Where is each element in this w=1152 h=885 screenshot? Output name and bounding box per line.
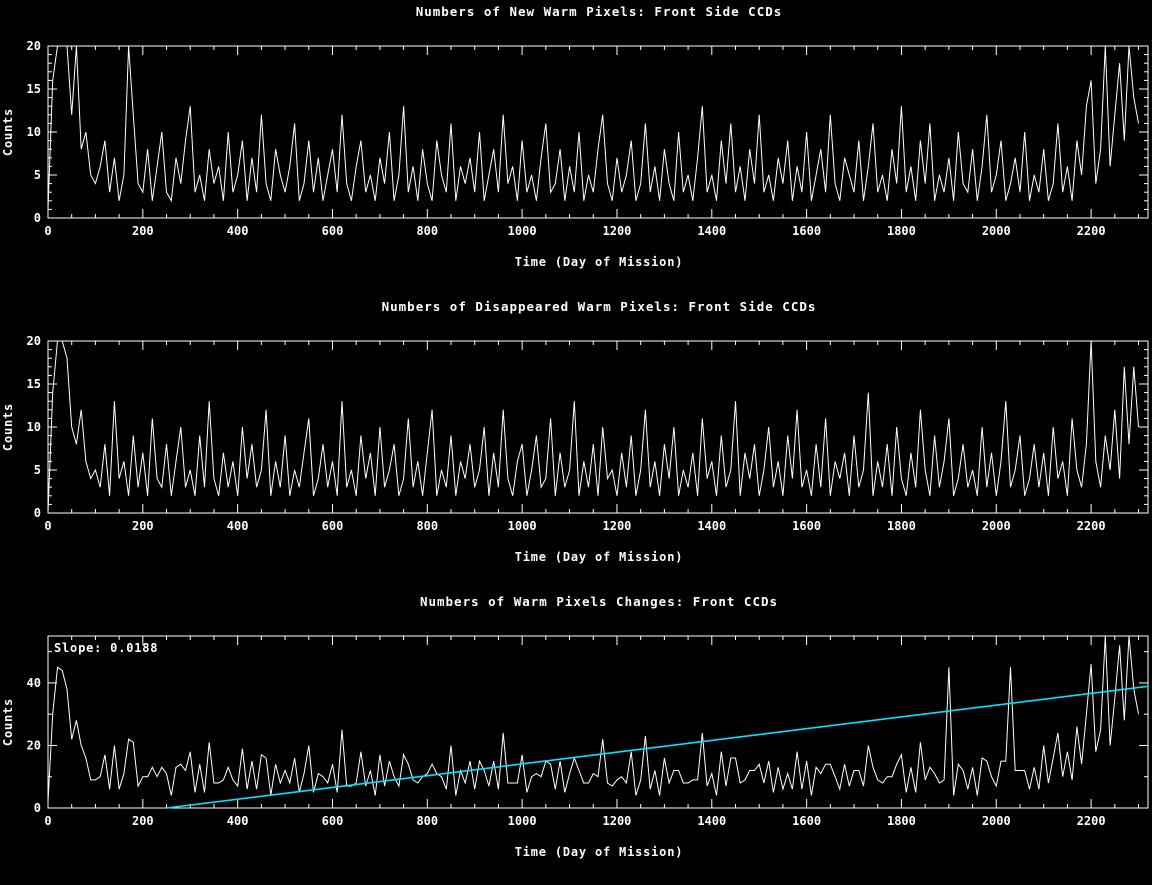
y-tick-label: 15 — [27, 82, 41, 96]
fit-line — [166, 685, 1149, 809]
y-tick-label: 10 — [27, 125, 41, 139]
y-tick-label: 20 — [27, 334, 41, 348]
data-series — [47, 635, 1139, 802]
x-tick-label: 200 — [132, 519, 154, 533]
axis-box — [47, 635, 1149, 809]
x-tick-label: 1600 — [792, 519, 821, 533]
chart-panel-new-warm-pixels: Numbers of New Warm Pixels: Front Side C… — [1, 4, 1149, 269]
x-tick-label: 400 — [227, 814, 249, 828]
y-tick-label: 20 — [27, 39, 41, 53]
y-tick-label: 15 — [27, 377, 41, 391]
x-tick-label: 0 — [44, 519, 51, 533]
x-tick-label: 600 — [322, 519, 344, 533]
x-tick-label: 200 — [132, 814, 154, 828]
x-tick-label: 2200 — [1077, 814, 1106, 828]
y-axis-label: Counts — [1, 108, 15, 156]
x-tick-label: 1000 — [508, 814, 537, 828]
chart-title: Numbers of New Warm Pixels: Front Side C… — [416, 4, 783, 19]
x-tick-label: 1600 — [792, 814, 821, 828]
y-axis-label: Counts — [1, 403, 15, 451]
y-tick-label: 0 — [34, 801, 41, 815]
y-axis-ticks: 0 5 10 15 20 — [27, 39, 1148, 225]
x-axis-ticks: 0 200 400 600 800 1000 1200 1400 1600 1800 2000 220… — [44, 46, 1140, 238]
plot-area: 0 200 400 600 800 1000 1200 1400 1600 1800 2000 220… — [27, 635, 1149, 828]
y-tick-label: 0 — [34, 211, 41, 225]
y-axis-ticks: 0 20 40 — [27, 651, 1148, 815]
x-tick-label: 2000 — [982, 224, 1011, 238]
x-tick-label: 1800 — [887, 814, 916, 828]
x-tick-label: 600 — [322, 224, 344, 238]
x-tick-label: 0 — [44, 224, 51, 238]
x-tick-label: 1200 — [603, 224, 632, 238]
x-tick-label: 600 — [322, 814, 344, 828]
y-tick-label: 20 — [27, 738, 41, 752]
x-tick-label: 2200 — [1077, 224, 1106, 238]
chart-title: Numbers of Warm Pixels Changes: Front CC… — [420, 594, 778, 609]
y-tick-label: 10 — [27, 420, 41, 434]
data-series — [47, 340, 1139, 514]
x-tick-label: 400 — [227, 224, 249, 238]
plot-area: 0 200 400 600 800 1000 1200 1400 1600 1800 2000 220… — [27, 39, 1149, 238]
x-tick-label: 800 — [416, 519, 438, 533]
x-tick-label: 1000 — [508, 519, 537, 533]
x-tick-label: 800 — [416, 814, 438, 828]
x-tick-label: 1000 — [508, 224, 537, 238]
x-axis-ticks: 0 200 400 600 800 1000 1200 1400 1600 1800 2000 220… — [44, 341, 1140, 533]
x-tick-label: 200 — [132, 224, 154, 238]
y-axis-ticks: 0 5 10 15 20 — [27, 334, 1148, 520]
x-tick-label: 1200 — [603, 519, 632, 533]
x-tick-label: 1800 — [887, 224, 916, 238]
y-tick-label: 5 — [34, 463, 41, 477]
plot-area: 0 200 400 600 800 1000 1200 1400 1600 1800 2000 220… — [27, 334, 1149, 533]
x-axis-label: Time (Day of Mission) — [515, 255, 684, 269]
x-tick-label: 2000 — [982, 519, 1011, 533]
slope-annotation: Slope: 0.0188 — [54, 641, 158, 655]
chart-panel-warm-pixel-changes: Numbers of Warm Pixels Changes: Front CC… — [1, 594, 1149, 859]
chart-panel-disappeared-warm-pixels: Numbers of Disappeared Warm Pixels: Fron… — [1, 299, 1149, 564]
y-tick-label: 40 — [27, 676, 41, 690]
x-tick-label: 0 — [44, 814, 51, 828]
x-axis-ticks: 0 200 400 600 800 1000 1200 1400 1600 1800 2000 220… — [44, 636, 1140, 828]
x-tick-label: 2000 — [982, 814, 1011, 828]
x-tick-label: 800 — [416, 224, 438, 238]
x-axis-label: Time (Day of Mission) — [515, 845, 684, 859]
y-axis-label: Counts — [1, 698, 15, 746]
x-tick-label: 1600 — [792, 224, 821, 238]
x-tick-label: 1800 — [887, 519, 916, 533]
axis-box — [47, 45, 1149, 219]
y-tick-label: 0 — [34, 506, 41, 520]
x-tick-label: 1200 — [603, 814, 632, 828]
data-series — [47, 45, 1139, 210]
chart-title: Numbers of Disappeared Warm Pixels: Fron… — [382, 299, 817, 314]
x-tick-label: 400 — [227, 519, 249, 533]
axis-box — [47, 340, 1149, 514]
x-tick-label: 1400 — [697, 224, 726, 238]
x-tick-label: 1400 — [697, 519, 726, 533]
x-tick-label: 1400 — [697, 814, 726, 828]
x-tick-label: 2200 — [1077, 519, 1106, 533]
x-axis-label: Time (Day of Mission) — [515, 550, 684, 564]
y-tick-label: 5 — [34, 168, 41, 182]
